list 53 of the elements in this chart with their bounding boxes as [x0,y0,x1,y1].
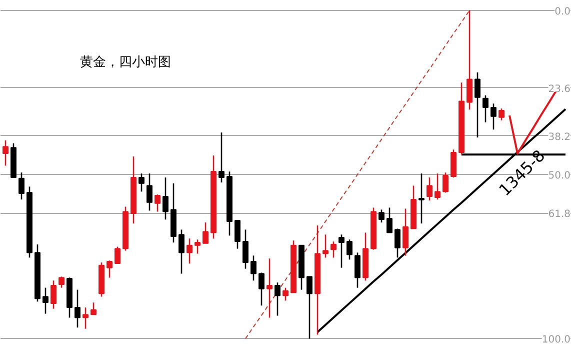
candlestick [274,282,280,316]
candlestick [498,108,504,121]
candlestick [346,238,352,260]
candlestick [450,148,456,178]
candlestick [234,220,240,250]
y-tick-label: 100.0 [542,334,571,346]
candlestick [466,10,472,110]
candlestick [114,246,120,264]
y-tick-label: 61.8 [548,209,570,220]
candlestick [322,234,328,258]
candlestick [354,252,360,288]
candlestick [42,287,48,314]
candlestick [474,72,480,138]
candlestick [258,272,264,306]
candlestick [250,254,256,282]
candlestick [402,208,408,256]
y-tick-label: 38.2 [548,132,570,143]
candlestick [186,238,192,264]
candlestick [418,172,424,224]
y-tick-label: 0.0 [554,6,571,18]
candlestick [90,302,96,316]
candlestick [202,222,208,244]
candlestick [2,140,8,166]
candlestick [434,172,440,200]
candlestick [154,194,160,212]
text: 黄金，四小时图 [80,55,171,70]
candlestick [74,289,80,328]
candlestick [58,276,64,288]
candlestick [138,172,144,192]
candlestick [266,258,272,318]
candlestick [386,207,392,234]
candlestick [146,172,152,212]
candlestick [194,238,200,254]
candlestick [394,228,400,258]
candlestick [50,280,56,310]
candlestick [218,132,224,184]
candlestick [242,228,248,270]
candlestick [82,306,88,330]
candlestick [490,102,496,130]
candlestick [426,176,432,202]
candlestick [162,176,168,220]
candlestick [482,94,488,123]
candlestick [442,172,448,194]
candlestick [18,172,24,200]
line-series [245,10,470,340]
candlestick [282,287,288,302]
candlestick [330,240,336,258]
candlestick [306,276,312,340]
candlestick [106,260,112,278]
candlestick [378,208,384,224]
candlestick [178,228,184,274]
candlestick [338,234,344,268]
y-tick-label: 50.0 [548,170,570,182]
